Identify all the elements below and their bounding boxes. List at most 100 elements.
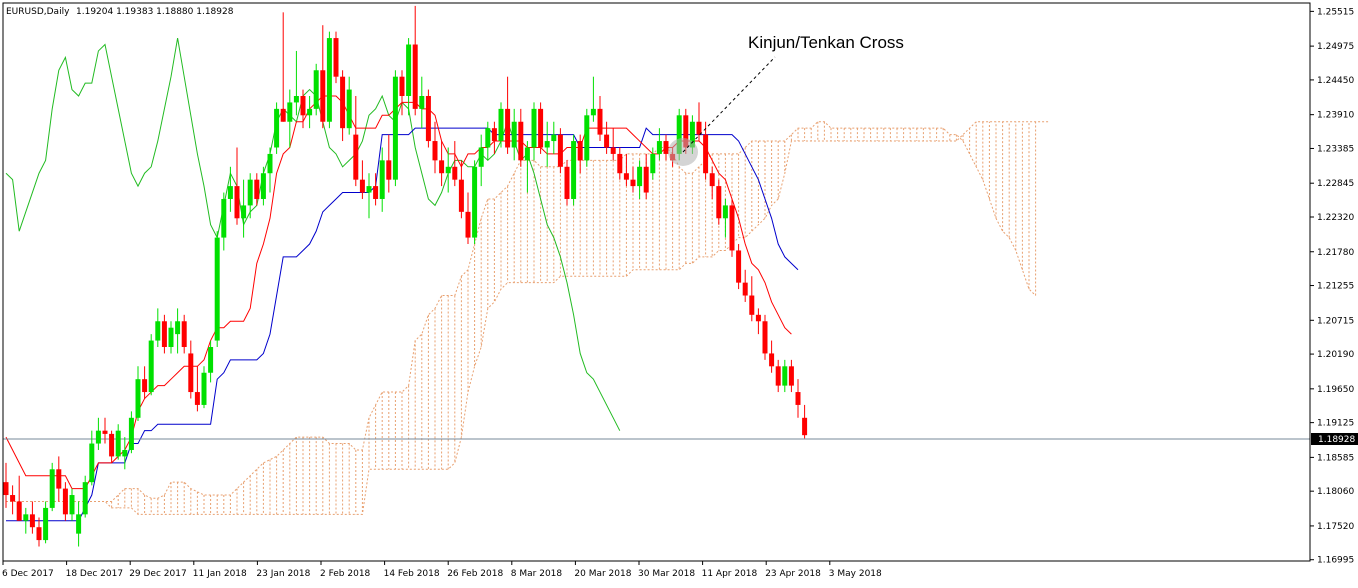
senkou-span-b	[6, 121, 1049, 515]
bull-candle	[214, 237, 220, 341]
bear-candle	[755, 314, 761, 322]
bear-candle	[333, 38, 339, 77]
bear-candle	[412, 44, 418, 109]
bear-candle	[538, 108, 544, 148]
ichimoku-cloud	[6, 121, 1049, 515]
bear-candle	[452, 166, 458, 180]
bear-candle	[491, 128, 497, 142]
bear-candle	[56, 469, 62, 489]
bull-candle	[260, 173, 266, 199]
time-tick-label: 3 May 2018	[829, 569, 882, 579]
bear-candle	[109, 433, 115, 457]
price-tick-label: 1.21255	[1317, 282, 1354, 292]
price-tick-label: 1.18060	[1317, 487, 1354, 497]
time-tick-label: 18 Dec 2017	[66, 569, 124, 579]
bear-candle	[234, 186, 240, 219]
bear-candle	[703, 134, 709, 174]
bear-candle	[194, 392, 200, 405]
bear-candle	[643, 166, 649, 193]
bear-candle	[762, 321, 768, 354]
bull-candle	[307, 108, 313, 116]
time-tick-label: 11 Jan 2018	[193, 569, 247, 579]
bear-candle	[16, 501, 22, 521]
bull-candle	[366, 186, 372, 193]
bull-candle	[208, 347, 214, 373]
bear-candle	[254, 179, 260, 199]
bull-candle	[782, 366, 788, 386]
bear-candle	[102, 430, 108, 434]
bull-candle	[472, 166, 478, 238]
price-tick-label: 1.25515	[1317, 7, 1354, 17]
price-tick-label: 1.19125	[1317, 419, 1354, 429]
bear-candle	[630, 179, 636, 187]
bull-candle	[115, 430, 121, 457]
bull-candle	[392, 76, 398, 180]
bull-candle	[379, 160, 385, 199]
chikou-span-line	[5, 37, 621, 431]
annotation-text: Kinjun/Tenkan Cross	[748, 33, 904, 52]
bull-candle	[95, 430, 101, 444]
price-tick-label: 1.24975	[1317, 42, 1354, 52]
bull-candle	[128, 417, 134, 450]
bull-candle	[175, 321, 181, 335]
time-tick-label: 20 Mar 2018	[574, 569, 631, 579]
bull-candle	[82, 482, 88, 515]
bull-candle	[511, 121, 517, 148]
bear-candle	[432, 141, 438, 161]
bear-candle	[300, 96, 306, 116]
bear-candle	[340, 76, 346, 129]
price-tick-label: 1.22845	[1317, 179, 1354, 189]
bear-candle	[142, 379, 148, 393]
bear-candle	[736, 250, 742, 283]
bull-candle	[287, 102, 293, 122]
price-tick-label: 1.18585	[1317, 453, 1354, 463]
bear-candle	[604, 134, 610, 148]
time-tick-label: 30 Mar 2018	[638, 569, 695, 579]
bull-candle	[135, 379, 141, 418]
bull-candle	[590, 108, 596, 116]
annotation-arrow	[682, 56, 776, 153]
header-symbol: EURUSD,Daily	[6, 7, 70, 17]
bear-candle	[663, 141, 669, 154]
bull-candle	[293, 96, 299, 103]
bull-candle	[637, 166, 643, 187]
bear-candle	[359, 179, 365, 193]
bear-candle	[505, 108, 511, 148]
header-ohlc: 1.19204 1.19383 1.18880 1.18928	[76, 7, 234, 17]
price-tick-label: 1.22320	[1317, 213, 1354, 223]
time-tick-label: 14 Feb 2018	[384, 569, 440, 579]
time-tick-label: 2 Feb 2018	[320, 569, 371, 579]
bull-candle	[676, 115, 682, 154]
bear-candle	[683, 115, 689, 148]
bear-candle	[802, 417, 808, 436]
bull-candle	[498, 108, 504, 142]
price-tick-label: 1.16995	[1317, 556, 1354, 566]
bull-candle	[267, 153, 273, 174]
bull-candle	[524, 147, 530, 161]
bear-candle	[399, 76, 405, 96]
bear-candle	[749, 295, 755, 315]
price-tick-label: 1.23385	[1317, 144, 1354, 154]
bear-candle	[623, 173, 629, 180]
bull-candle	[227, 186, 233, 199]
bull-candle	[478, 147, 484, 167]
bull-candle	[201, 372, 207, 405]
price-tick-label: 1.20715	[1317, 316, 1354, 326]
bear-candle	[36, 527, 42, 541]
bear-candle	[465, 211, 471, 238]
bear-candle	[775, 366, 781, 386]
bull-candle	[23, 514, 29, 521]
bull-candle	[326, 38, 332, 122]
bear-candle	[577, 141, 583, 161]
bull-candle	[122, 449, 128, 457]
bear-candle	[29, 514, 35, 528]
bear-candle	[557, 134, 563, 167]
bear-candle	[62, 488, 68, 515]
bear-candle	[439, 160, 445, 174]
bear-candle	[3, 482, 9, 496]
bull-candle	[69, 495, 75, 515]
bear-candle	[353, 134, 359, 180]
bull-candle	[650, 153, 656, 174]
